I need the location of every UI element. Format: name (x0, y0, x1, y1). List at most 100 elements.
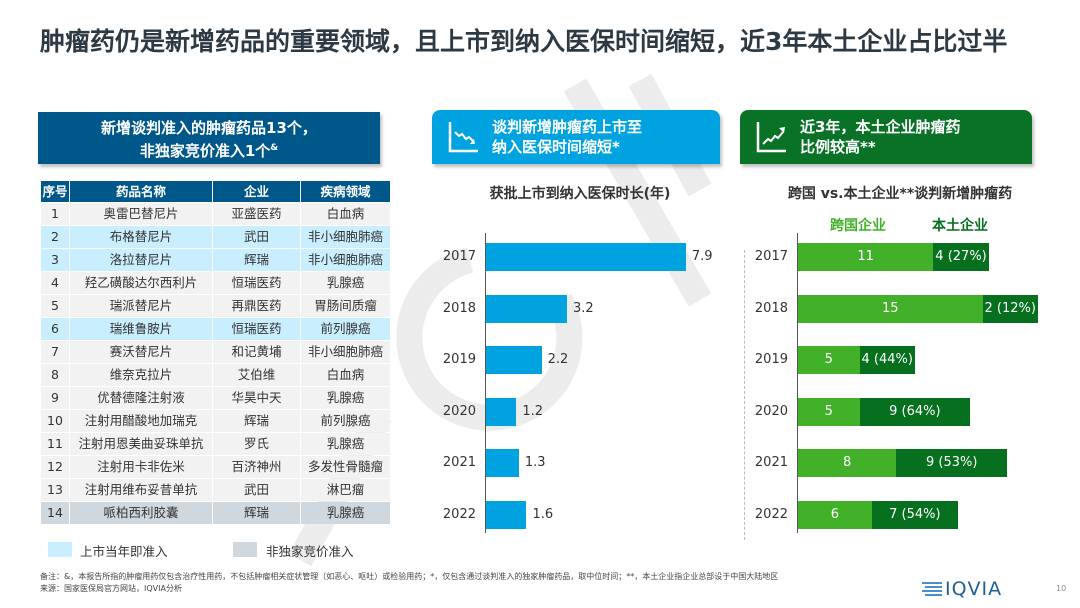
bar-segment (896, 449, 1008, 477)
table-cell: 胃肠间质瘤 (301, 295, 390, 317)
table-cell: 注射用醋酸地加瑞克 (70, 410, 212, 432)
table-cell: 多发性骨髓瘤 (301, 456, 390, 478)
table-cell: 非小细胞肺癌 (301, 226, 390, 248)
footnote-mark: & (270, 143, 279, 153)
table-row: 12 注射用卡非佐米 百济神州 多发性骨髓瘤 (41, 456, 390, 478)
table-cell: 8 (41, 364, 69, 386)
table-cell: 前列腺癌 (301, 318, 390, 340)
y-tick-label: 2021 (442, 455, 476, 470)
table-cell: 注射用维布妥昔单抗 (70, 479, 212, 501)
table-cell: 和记黄埔 (213, 341, 300, 363)
table-row: 5 瑞派替尼片 再鼎医药 胃肠间质瘤 (41, 295, 390, 317)
bar (486, 295, 567, 323)
rising-chart-icon (756, 122, 786, 153)
table-cell: 布格替尼片 (70, 226, 212, 248)
table-row: 9 优替德隆注射液 华昊中天 乳腺癌 (41, 387, 390, 409)
col-header: 药品名称 (70, 181, 212, 202)
footnote-source: 来源：国家医保局官方网站，IQVIA分析 (40, 584, 182, 593)
table-cell: 武田 (213, 479, 300, 501)
table-cell: 14 (41, 502, 69, 524)
banner-line: 比例较高** (800, 138, 876, 156)
legend-label: 非独家竞价准入 (266, 544, 354, 559)
table-cell: 乳腺癌 (301, 502, 390, 524)
legend-local: 本土企业 (932, 218, 988, 234)
table-row: 14 哌柏西利胶囊 辉瑞 乳腺癌 (41, 502, 390, 524)
table-cell: 哌柏西利胶囊 (70, 502, 212, 524)
bar-segment (798, 398, 860, 426)
legend-label: 上市当年即准入 (80, 544, 168, 559)
table-cell: 注射用卡非佐米 (70, 456, 212, 478)
table-cell: 2 (41, 226, 69, 248)
table-cell: 12 (41, 456, 69, 478)
y-tick-label: 2022 (442, 507, 476, 522)
data-label: 1.3 (524, 455, 546, 470)
segment-label: 4 (27%) (933, 243, 989, 271)
y-tick-label: 2022 (754, 507, 788, 522)
page-number: 10 (1056, 584, 1067, 593)
segment-label: 4 (44%) (859, 346, 915, 374)
table-cell: 3 (41, 249, 69, 271)
table-cell: 罗氏 (213, 433, 300, 455)
table-cell: 奥雷巴替尼片 (70, 203, 212, 225)
bar (486, 346, 542, 374)
segment-label: 7 (54%) (889, 507, 941, 522)
y-tick-label: 2021 (754, 455, 788, 470)
footnote: 备注：&，本报告所指的肿瘤用药仅包含治疗性用药，不包括肿瘤相关症状管理（如恶心、… (40, 571, 910, 595)
table-cell: 前列腺癌 (301, 410, 390, 432)
table-cell: 10 (41, 410, 69, 432)
bar (486, 398, 517, 426)
col-header: 企业 (213, 181, 300, 202)
table-cell: 优替德隆注射液 (70, 387, 212, 409)
table-cell: 武田 (213, 226, 300, 248)
page-title: 肿瘤药仍是新增药品的重要领域，且上市到纳入医保时间缩短，近3年本土企业占比过半 (40, 27, 1008, 56)
declining-chart-icon (448, 122, 478, 153)
table-cell: 乳腺癌 (301, 387, 390, 409)
table-row: 11 注射用恩美曲妥珠单抗 罗氏 乳腺癌 (41, 433, 390, 455)
col-header: 疾病领域 (301, 181, 390, 202)
table-row: 6 瑞维鲁胺片 恒瑞医药 前列腺癌 (41, 318, 390, 340)
table-cell: 辉瑞 (213, 502, 300, 524)
segment-label: 8 (843, 455, 852, 470)
data-label: 1.6 (532, 507, 554, 522)
logo-mark-icon (922, 582, 942, 596)
table-cell: 白血病 (301, 364, 390, 386)
banner-line: 纳入医保时间缩短* (492, 138, 620, 156)
iqvia-logo: IQVIA (922, 578, 1002, 600)
legend-swatch-non-exclusive (233, 542, 257, 557)
table-row: 13 注射用维布妥昔单抗 武田 淋巴瘤 (41, 479, 390, 501)
table-cell: 维奈克拉片 (70, 364, 212, 386)
table-cell: 辉瑞 (213, 249, 300, 271)
data-label: 1.2 (522, 404, 544, 419)
segment-label: 5 (824, 404, 833, 419)
table-cell: 1 (41, 203, 69, 225)
banner-line: 新增谈判准入的肿瘤药品13个， (101, 119, 317, 137)
table-cell: 4 (41, 272, 69, 294)
table-cell: 11 (41, 433, 69, 455)
banner-line: 谈判新增肿瘤药上市至 (492, 118, 643, 136)
axis-line (485, 233, 486, 533)
table-cell: 瑞派替尼片 (70, 295, 212, 317)
y-tick-label: 2019 (754, 352, 788, 367)
segment-label: 15 (881, 301, 899, 316)
banner-line: 近3年，本土企业肿瘤药 (800, 118, 961, 136)
table-cell: 恒瑞医药 (213, 318, 300, 340)
segment-label: 9 (64%) (889, 404, 941, 419)
table-cell: 13 (41, 479, 69, 501)
bar-segment (798, 501, 872, 529)
table-row: 10 注射用醋酸地加瑞克 辉瑞 前列腺癌 (41, 410, 390, 432)
table-row: 2 布格替尼片 武田 非小细胞肺癌 (41, 226, 390, 248)
bar-segment (798, 449, 897, 477)
legend-multinational: 跨国企业 (830, 218, 886, 234)
data-label: 2.2 (547, 352, 569, 367)
table-cell: 乳腺癌 (301, 272, 390, 294)
table-cell: 9 (41, 387, 69, 409)
chart-title: 跨国 vs.本土企业**谈判新增肿瘤药 (787, 186, 1013, 202)
table-cell: 7 (41, 341, 69, 363)
table-cell: 非小细胞肺癌 (301, 341, 390, 363)
segment-label: 9 (53%) (926, 455, 978, 470)
table-row: 7 赛沃替尼片 和记黄埔 非小细胞肺癌 (41, 341, 390, 363)
drug-table: 序号 药品名称 企业 疾病领域 1 奥雷巴替尼片 亚盛医药 白血病 2 布格替尼片 武田 非小… (40, 180, 391, 525)
bar-segment (798, 243, 934, 271)
logo-text: IQVIA (945, 578, 1003, 600)
axis-line (797, 233, 798, 533)
